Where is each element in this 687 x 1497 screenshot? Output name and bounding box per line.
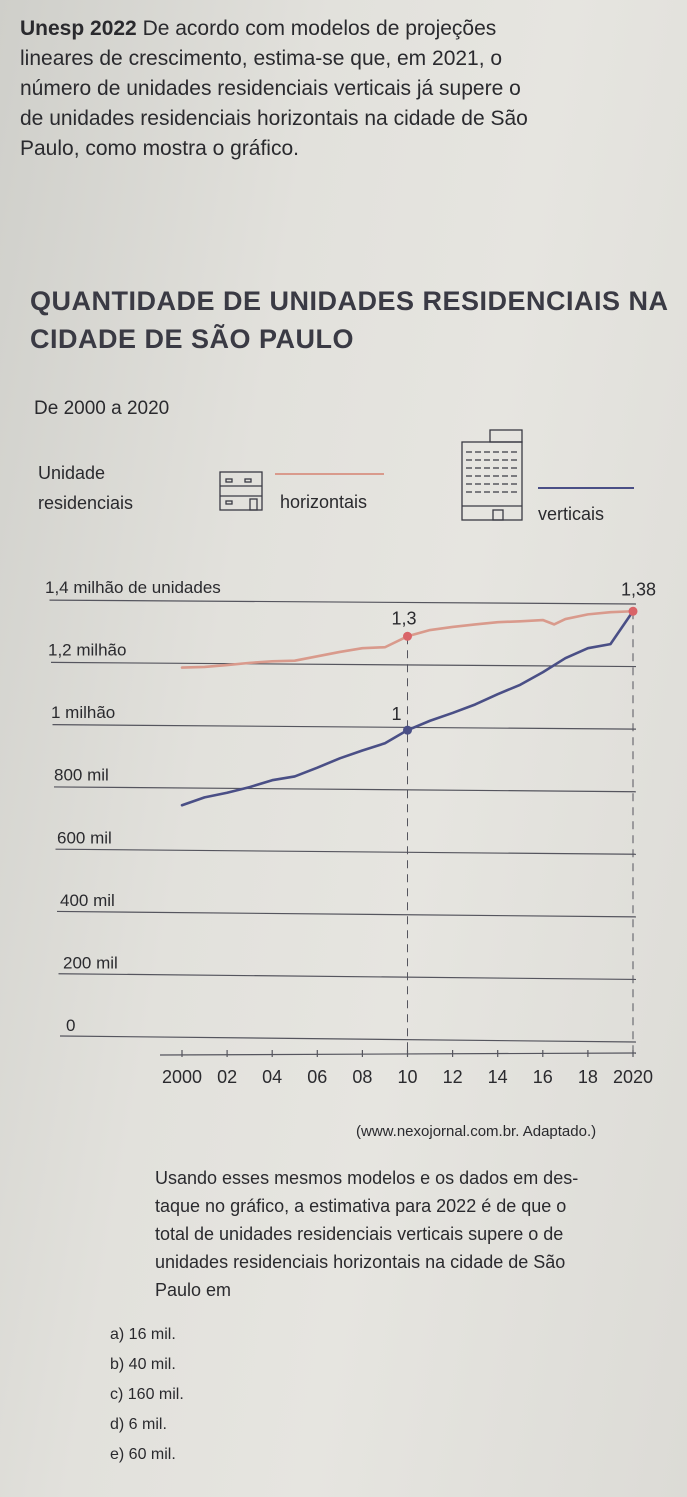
x-axis-line — [159, 1052, 637, 1056]
gridline — [55, 848, 637, 855]
x-tick-label: 08 — [352, 1067, 372, 1087]
legend-label: Unidade residenciais — [38, 458, 133, 518]
y-tick-label: 800 mil — [54, 766, 109, 785]
intro-line-5: Paulo, como mostra o gráfico. — [20, 137, 299, 160]
option-a[interactable]: a) 16 mil. — [110, 1326, 176, 1343]
chart-title: QUANTIDADE DE UNIDADES RESIDENCIAIS NA C… — [30, 282, 670, 358]
y-tick-label: 1,2 milhão — [48, 641, 126, 660]
option-c[interactable]: c) 160 mil. — [110, 1386, 184, 1403]
y-tick-label: 400 mil — [60, 891, 115, 910]
question-line-2: taque no gráfico, a estimativa para 2022… — [155, 1196, 567, 1216]
x-tick-label: 16 — [533, 1067, 553, 1087]
option-e[interactable]: e) 60 mil. — [110, 1446, 176, 1463]
x-tick-label: 2020 — [613, 1067, 653, 1087]
chart-annotations: 1,3 1 1,38 — [392, 579, 656, 735]
y-tick-label: 200 mil — [63, 953, 118, 972]
x-tick-label: 06 — [307, 1067, 327, 1087]
data-point-marker — [403, 631, 412, 641]
legend-vertical-label: verticais — [538, 504, 605, 524]
y-axis-labels: 0 200 mil 400 mil 600 mil 800 mil 1 milhão 1,2… — [45, 578, 221, 1035]
data-point-marker — [403, 725, 412, 735]
option-b[interactable]: b) 40 mil. — [110, 1356, 176, 1373]
data-label: 1,38 — [621, 579, 656, 599]
legend-label-line-2: residenciais — [38, 493, 134, 513]
gridline — [49, 599, 637, 605]
house-icon — [219, 471, 263, 511]
gridline — [52, 724, 637, 730]
gridline — [50, 661, 637, 668]
legend-label-line-1: Unidade — [38, 463, 106, 483]
x-axis: 2000 02 04 06 08 10 12 14 16 18 2020 — [159, 1050, 653, 1087]
building-icon — [461, 429, 523, 521]
x-tick-label: 14 — [488, 1067, 508, 1087]
question-text: Usando esses mesmos modelos e os dados e… — [155, 1164, 675, 1304]
series-line-horizontais — [180, 609, 635, 669]
data-label: 1,3 — [392, 608, 417, 628]
exam-label: Unesp 2022 — [20, 17, 137, 40]
x-tick-label: 12 — [443, 1067, 463, 1087]
x-tick-label: 02 — [217, 1067, 237, 1087]
option-d[interactable]: d) 6 mil. — [110, 1416, 167, 1433]
data-label: 1 — [392, 704, 402, 724]
chart-title-line-1: QUANTIDADE DE UNIDADES RESIDENCIAIS NA — [30, 286, 669, 316]
x-tick-label: 18 — [578, 1067, 598, 1087]
chart-subtitle: De 2000 a 2020 — [34, 398, 170, 419]
intro-line-4: de unidades residenciais horizontais na … — [20, 107, 528, 130]
question-line-3: total de unidades residenciais verticais… — [155, 1224, 564, 1244]
y-tick-label: 0 — [66, 1016, 75, 1035]
x-tick-label: 04 — [262, 1067, 282, 1087]
x-tick-label: 10 — [397, 1067, 417, 1087]
gridline — [59, 1035, 637, 1043]
gridline — [56, 910, 637, 918]
gridline — [53, 786, 637, 793]
y-tick-label: 1,4 milhão de unidades — [45, 578, 221, 597]
gridline — [58, 973, 637, 981]
intro-text: Unesp 2022 De acordo com modelos de proj… — [20, 14, 670, 164]
question-line-4: unidades residenciais horizontais na cid… — [155, 1252, 566, 1272]
question-line-5: Paulo em — [155, 1280, 232, 1300]
chart-source: (www.nexojornal.com.br. Adaptado.) — [356, 1123, 597, 1140]
question-line-1: Usando esses mesmos modelos e os dados e… — [155, 1168, 579, 1188]
intro-line-3: número de unidades residenciais verticai… — [20, 77, 521, 100]
chart-svg: 0 200 mil 400 mil 600 mil 800 mil 1 milhão 1,2… — [45, 429, 656, 1087]
data-point-marker — [628, 606, 638, 616]
x-tick-label: 2000 — [162, 1067, 202, 1087]
chart-title-line-2: CIDADE DE SÃO PAULO — [30, 324, 355, 354]
intro-line-2: lineares de crescimento, estima-se que, … — [20, 47, 503, 70]
intro-line-1: De acordo com modelos de projeções — [142, 17, 497, 40]
legend-horizontal-label: horizontais — [280, 492, 368, 512]
y-tick-label: 1 milhão — [51, 703, 115, 722]
chart-grid — [49, 599, 637, 1051]
y-tick-label: 600 mil — [57, 828, 112, 847]
